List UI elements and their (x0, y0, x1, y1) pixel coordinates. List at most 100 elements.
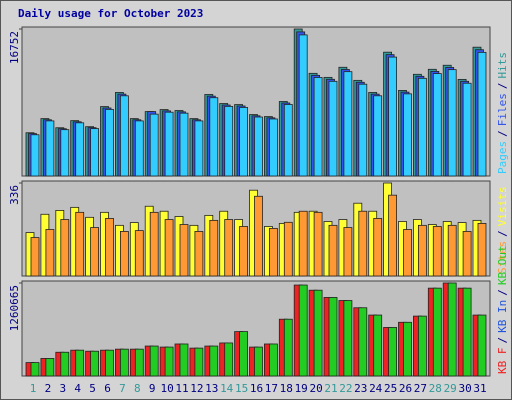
bar (403, 229, 412, 277)
x-tick-label: 10 (160, 382, 173, 395)
bar (149, 211, 159, 277)
x-tick-label: 27 (414, 382, 427, 395)
bar (358, 210, 368, 277)
bar (477, 223, 487, 277)
bar (209, 345, 219, 377)
bar (90, 227, 99, 277)
legend-entry: Files (496, 93, 509, 126)
bar (120, 231, 129, 277)
bar (388, 56, 398, 177)
x-tick-label: 22 (339, 382, 352, 395)
x-tick-label: 16 (250, 382, 263, 395)
legend-entry: Sites (496, 241, 509, 274)
bar (358, 307, 368, 377)
bar (447, 69, 457, 177)
x-tick-label: 13 (205, 382, 218, 395)
bar (477, 314, 487, 377)
bar (343, 227, 353, 277)
bar (328, 224, 338, 277)
bar (224, 219, 234, 277)
x-tick-label: 20 (309, 382, 322, 395)
chart-title: Daily usage for October 2023 (18, 7, 203, 20)
bar (388, 194, 398, 277)
bar (343, 71, 353, 177)
bar (164, 111, 174, 177)
x-tick-label: 21 (324, 382, 337, 395)
y-tick-label: 16752 (8, 31, 21, 64)
legend-separator: / (496, 337, 509, 344)
legend: Sites / Visits (496, 187, 509, 275)
x-tick-label: 12 (190, 382, 203, 395)
bar (164, 346, 174, 377)
bar (477, 51, 487, 177)
x-tick-label: 31 (473, 382, 486, 395)
bar (254, 346, 263, 377)
x-tick-label: 1 (30, 382, 37, 395)
bar (75, 211, 85, 277)
bar (105, 218, 114, 277)
bar (447, 282, 457, 377)
bar (209, 97, 219, 177)
bar (268, 227, 278, 277)
x-tick-label: 26 (399, 382, 412, 395)
bar (373, 314, 383, 377)
legend-separator: / (496, 83, 509, 90)
bar (90, 128, 99, 177)
bar (403, 93, 412, 177)
bar (283, 104, 293, 177)
bar (75, 349, 85, 377)
x-tick-label: 4 (74, 382, 81, 395)
bar (30, 237, 40, 277)
bar (90, 350, 99, 377)
bar (105, 349, 114, 377)
bar (313, 211, 323, 277)
bar (298, 210, 308, 277)
bar (328, 297, 338, 377)
bar (283, 221, 293, 277)
bar (417, 224, 427, 277)
bar (254, 116, 263, 177)
bar (298, 284, 308, 377)
bar (30, 134, 40, 177)
bar (179, 112, 189, 177)
x-tick-label: 29 (444, 382, 457, 395)
bar (343, 300, 353, 377)
bar (30, 362, 40, 377)
bar (462, 82, 472, 177)
bar (268, 118, 278, 177)
x-tick-label: 5 (89, 382, 96, 395)
legend-entry: KB In (496, 300, 509, 333)
bar (432, 226, 442, 277)
bar (358, 83, 368, 177)
bar (60, 351, 70, 377)
bar (120, 348, 129, 377)
bar (45, 229, 55, 277)
x-tick-label: 3 (59, 382, 66, 395)
bar (164, 219, 174, 277)
legend: KB F / KB In / KB Out (496, 245, 509, 374)
bar (432, 73, 442, 177)
bar (120, 95, 129, 177)
bar (283, 318, 293, 377)
bar (373, 218, 383, 277)
legend-entry: KB Out (496, 245, 509, 285)
bar (388, 327, 398, 377)
legend-separator: / (496, 289, 509, 296)
bar (194, 231, 204, 277)
x-tick-label: 23 (354, 382, 367, 395)
x-tick-label: 9 (149, 382, 156, 395)
bar (239, 107, 249, 177)
x-tick-label: 15 (235, 382, 248, 395)
bar (75, 122, 85, 177)
x-tick-label: 8 (134, 382, 141, 395)
x-tick-label: 18 (280, 382, 293, 395)
x-tick-label: 6 (104, 382, 111, 395)
x-tick-label: 25 (384, 382, 397, 395)
bar (239, 331, 249, 377)
legend-separator: / (496, 230, 509, 237)
bar (224, 342, 234, 377)
x-tick-label: 28 (429, 382, 442, 395)
bar (134, 120, 144, 177)
legend-entry: Hits (496, 52, 509, 79)
bar (149, 345, 159, 377)
